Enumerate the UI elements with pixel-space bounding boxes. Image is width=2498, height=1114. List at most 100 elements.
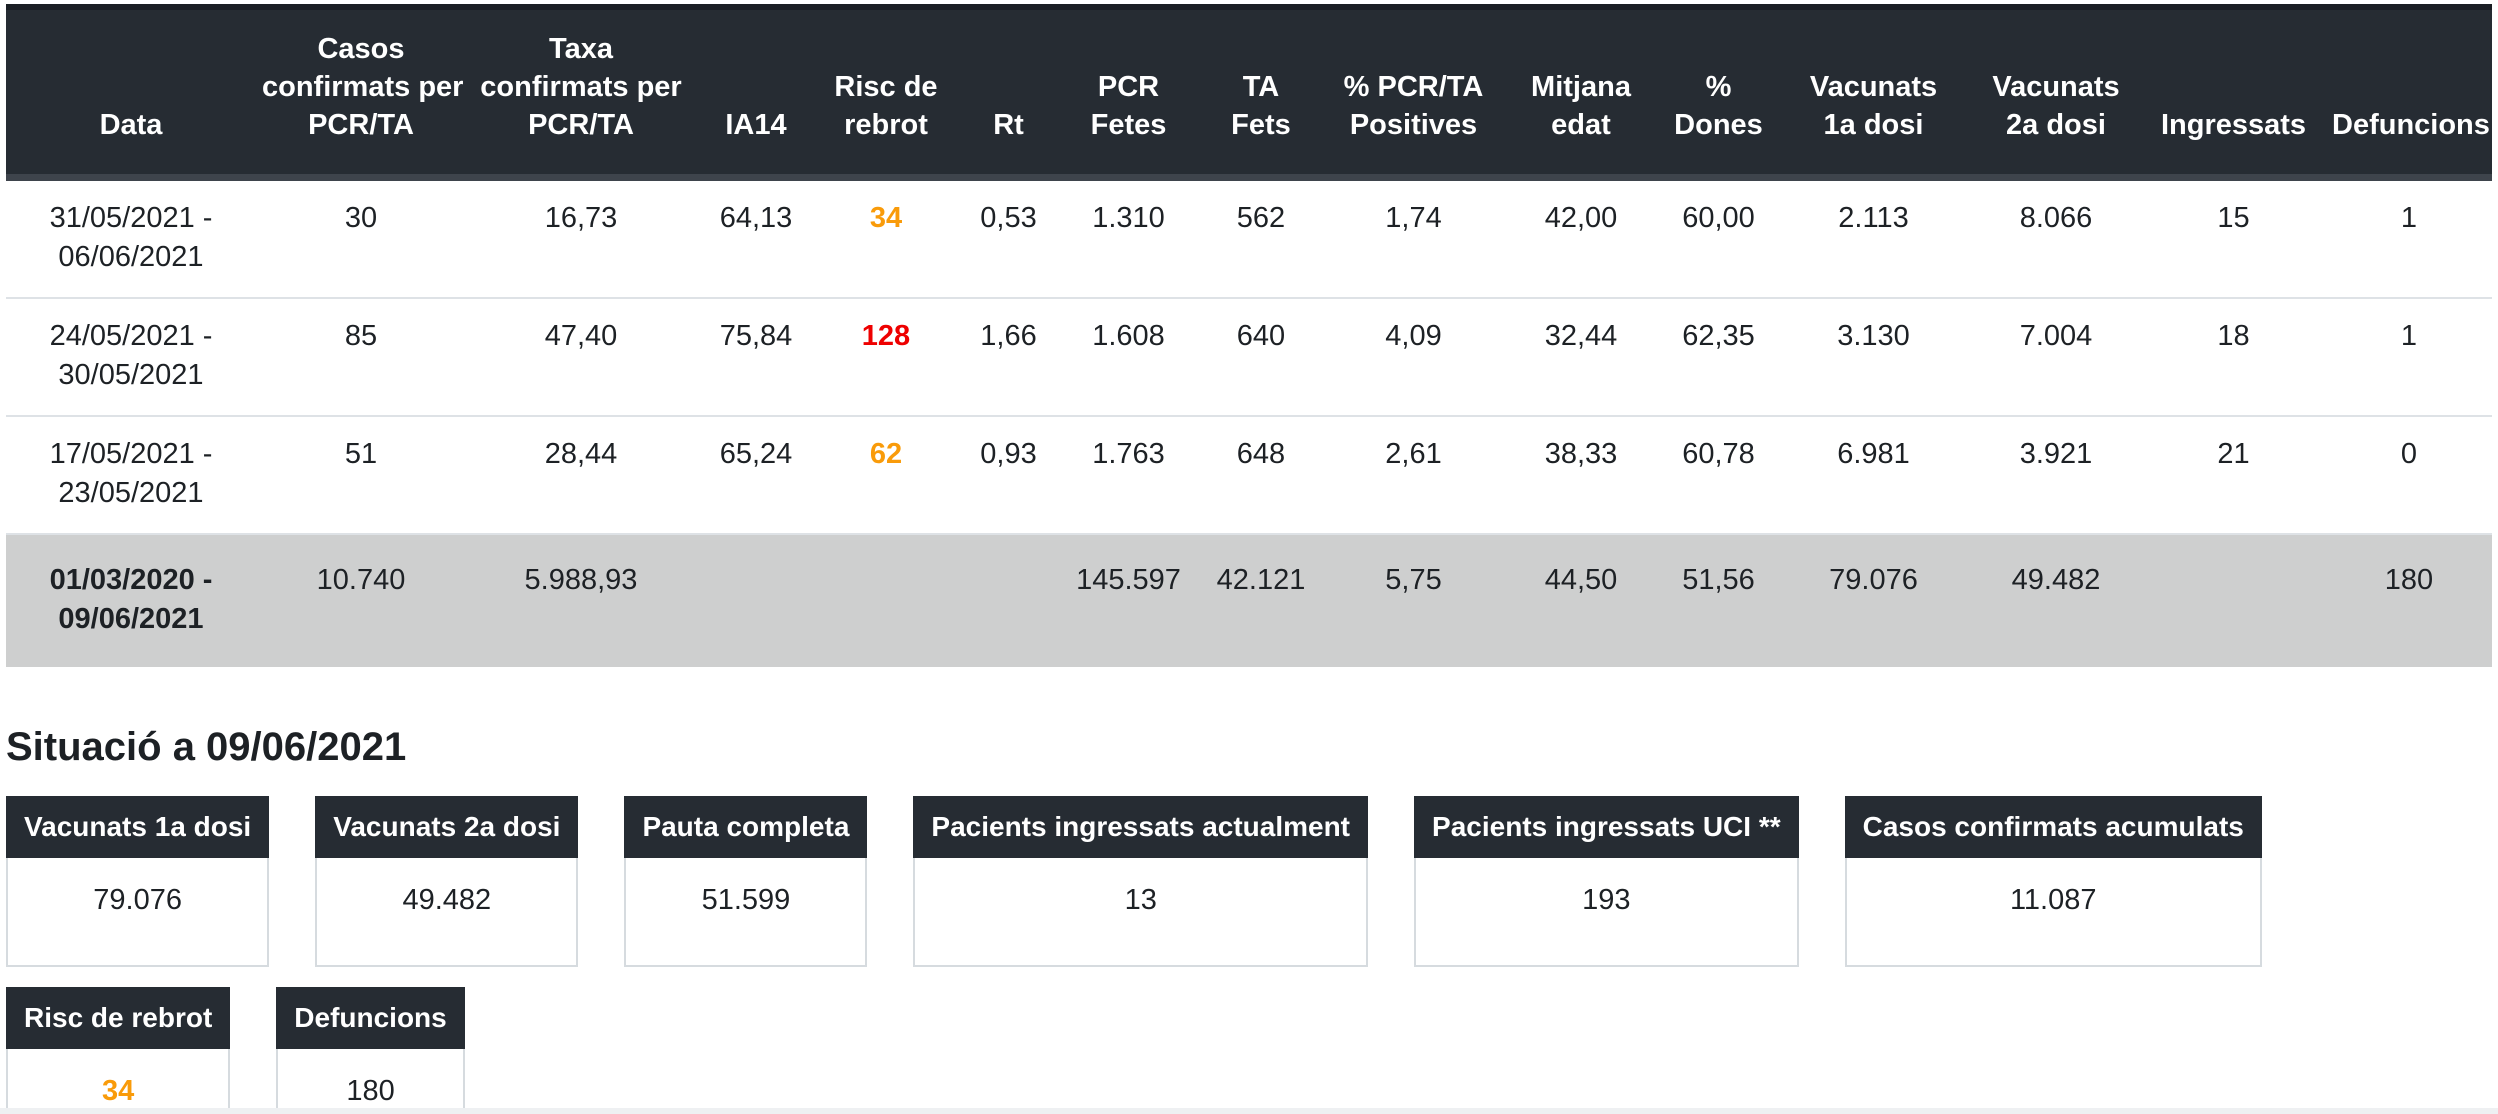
stat-card-value: 34: [6, 1049, 231, 1114]
stat-card-label: Defuncions: [276, 987, 465, 1049]
value-cell: 3.921: [1971, 415, 2141, 534]
stat-card: Pacients ingressats actualment 13: [913, 796, 1369, 967]
value-cell: 16,73: [544, 202, 618, 234]
stat-card-value: 79.076: [6, 858, 270, 967]
value-cell: 128: [816, 297, 956, 416]
table-header: Data Casos confirmats per PCR/TA Taxa confirm…: [6, 4, 2492, 181]
value-cell: 1.310: [1092, 202, 1165, 234]
stat-card-label: Pauta completa: [624, 796, 868, 858]
value-cell: 38,33: [1501, 415, 1661, 534]
table-row: 31/05/2021 -06/06/2021 30 16,73 64,13 34 0,53…: [6, 178, 2492, 299]
value-cell: 21: [2141, 415, 2326, 534]
value-cell: 75,84: [696, 297, 816, 416]
stat-card-label: Pacients ingressats UCI **: [1414, 796, 1799, 858]
value-cell: 18: [2141, 297, 2326, 416]
stat-card-value: 49.482: [315, 858, 579, 967]
value-cell: 6.981: [1776, 415, 1971, 534]
value-cell: 7.004: [1971, 297, 2141, 416]
value-cell: 65,24: [696, 415, 816, 534]
value-cell: 30: [344, 202, 378, 234]
stat-card: Pacients ingressats UCI ** 193: [1414, 796, 1799, 967]
value-cell: 32,44: [1501, 297, 1661, 416]
column-header: IA14: [696, 4, 816, 181]
situation-cards-row-1: Vacunats 1a dosi 79.076 Vacunats 2a dosi 49…: [6, 796, 2492, 967]
stat-card-label: Pacients ingressats actualment: [913, 796, 1369, 858]
date-range-cell: 31/05/2021 -06/06/2021: [49, 202, 213, 273]
table-body: 31/05/2021 -06/06/2021 30 16,73 64,13 34 0,53…: [6, 178, 2492, 667]
weekly-stats-table: Data Casos confirmats per PCR/TA Taxa confirm…: [6, 4, 2492, 667]
stat-card-label: Casos confirmats acumulats: [1844, 796, 2262, 858]
value-cell: 3.130: [1776, 297, 1971, 416]
column-header: Casos confirmats per PCR/TA: [256, 4, 466, 181]
column-header: Data: [6, 4, 256, 181]
value-cell: 648: [1196, 415, 1326, 534]
value-cell: 15: [2217, 202, 2250, 234]
value-cell: 1: [2326, 297, 2492, 416]
value-cell: 1.763: [1061, 415, 1196, 534]
value-cell: 0,53: [980, 202, 1037, 234]
value-cell: 1: [2400, 202, 2418, 234]
stat-card: Pauta completa 51.599: [624, 796, 868, 967]
stat-card: Risc de rebrot 34: [6, 987, 231, 1114]
value-cell: 47,40: [466, 297, 696, 416]
value-cell: [2141, 533, 2326, 667]
column-header: Defuncions: [2326, 4, 2492, 181]
value-cell: 640: [1196, 297, 1326, 416]
value-cell: 85: [256, 297, 466, 416]
value-cell: [956, 533, 1061, 667]
value-cell: 42.121: [1196, 533, 1326, 667]
stat-card: Casos confirmats acumulats 11.087: [1844, 796, 2262, 967]
total-row: 01/03/2020 -09/06/2021 10.740 5.988,93 145.…: [6, 533, 2492, 667]
value-cell: 51: [256, 415, 466, 534]
value-cell: 2.113: [1838, 202, 1909, 234]
value-cell: 60,00: [1682, 202, 1755, 234]
bottom-divider: [0, 1108, 2498, 1114]
stat-card-value: 51.599: [624, 858, 868, 967]
value-cell: 42,00: [1544, 202, 1618, 234]
value-cell: 79.076: [1776, 533, 1971, 667]
table-header-row: Data Casos confirmats per PCR/TA Taxa confirm…: [6, 4, 2492, 181]
stat-card-value: 13: [913, 858, 1369, 967]
value-cell: 44,50: [1501, 533, 1661, 667]
value-cell: 145.597: [1061, 533, 1196, 667]
value-cell: 8.066: [2019, 202, 2093, 234]
column-header: Ingressats: [2141, 4, 2326, 181]
situation-cards-row-2: Risc de rebrot 34 Defuncions 180: [6, 987, 2492, 1114]
value-cell: 180: [2326, 533, 2492, 667]
stat-card-label: Risc de rebrot: [6, 987, 231, 1049]
value-cell: 5.988,93: [466, 533, 696, 667]
stat-card: Vacunats 2a dosi 49.482: [315, 796, 579, 967]
table-row: 24/05/2021 -30/05/2021 85 47,40 75,84 128 1,6…: [6, 297, 2492, 416]
value-cell: 1.608: [1061, 297, 1196, 416]
stat-card: Vacunats 1a dosi 79.076: [6, 796, 270, 967]
column-header: Mitjana edat: [1501, 4, 1661, 181]
value-cell: 62: [816, 415, 956, 534]
value-cell: 49.482: [1971, 533, 2141, 667]
column-header: Rt: [956, 4, 1061, 181]
value-cell: [696, 533, 816, 667]
column-header: Taxa confirmats per PCR/TA: [466, 4, 696, 181]
value-cell: 0,93: [956, 415, 1061, 534]
value-cell: 562: [1236, 202, 1286, 234]
column-header: PCR Fetes: [1061, 4, 1196, 181]
column-header: TA Fets: [1196, 4, 1326, 181]
column-header: Risc de rebrot: [816, 4, 956, 181]
date-range-cell: 17/05/2021 -23/05/2021: [6, 415, 256, 534]
stat-card: Defuncions 180: [276, 987, 465, 1114]
situation-title: Situació a 09/06/2021: [6, 725, 407, 769]
value-cell: [816, 533, 956, 667]
column-header: % PCR/TA Positives: [1326, 4, 1501, 181]
stat-card-label: Vacunats 1a dosi: [6, 796, 270, 858]
table-row: 17/05/2021 -23/05/2021 51 28,44 65,24 62 0,93…: [6, 415, 2492, 534]
value-cell: 60,78: [1661, 415, 1776, 534]
column-header: Vacunats 2a dosi: [1971, 4, 2141, 181]
value-cell: 2,61: [1326, 415, 1501, 534]
value-cell: 64,13: [719, 202, 793, 234]
stat-card-label: Vacunats 2a dosi: [315, 796, 579, 858]
value-cell: 5,75: [1326, 533, 1501, 667]
stat-card-value: 193: [1414, 858, 1799, 967]
date-range-cell: 24/05/2021 -30/05/2021: [6, 297, 256, 416]
value-cell: 10.740: [256, 533, 466, 667]
value-cell: 34: [869, 202, 903, 234]
